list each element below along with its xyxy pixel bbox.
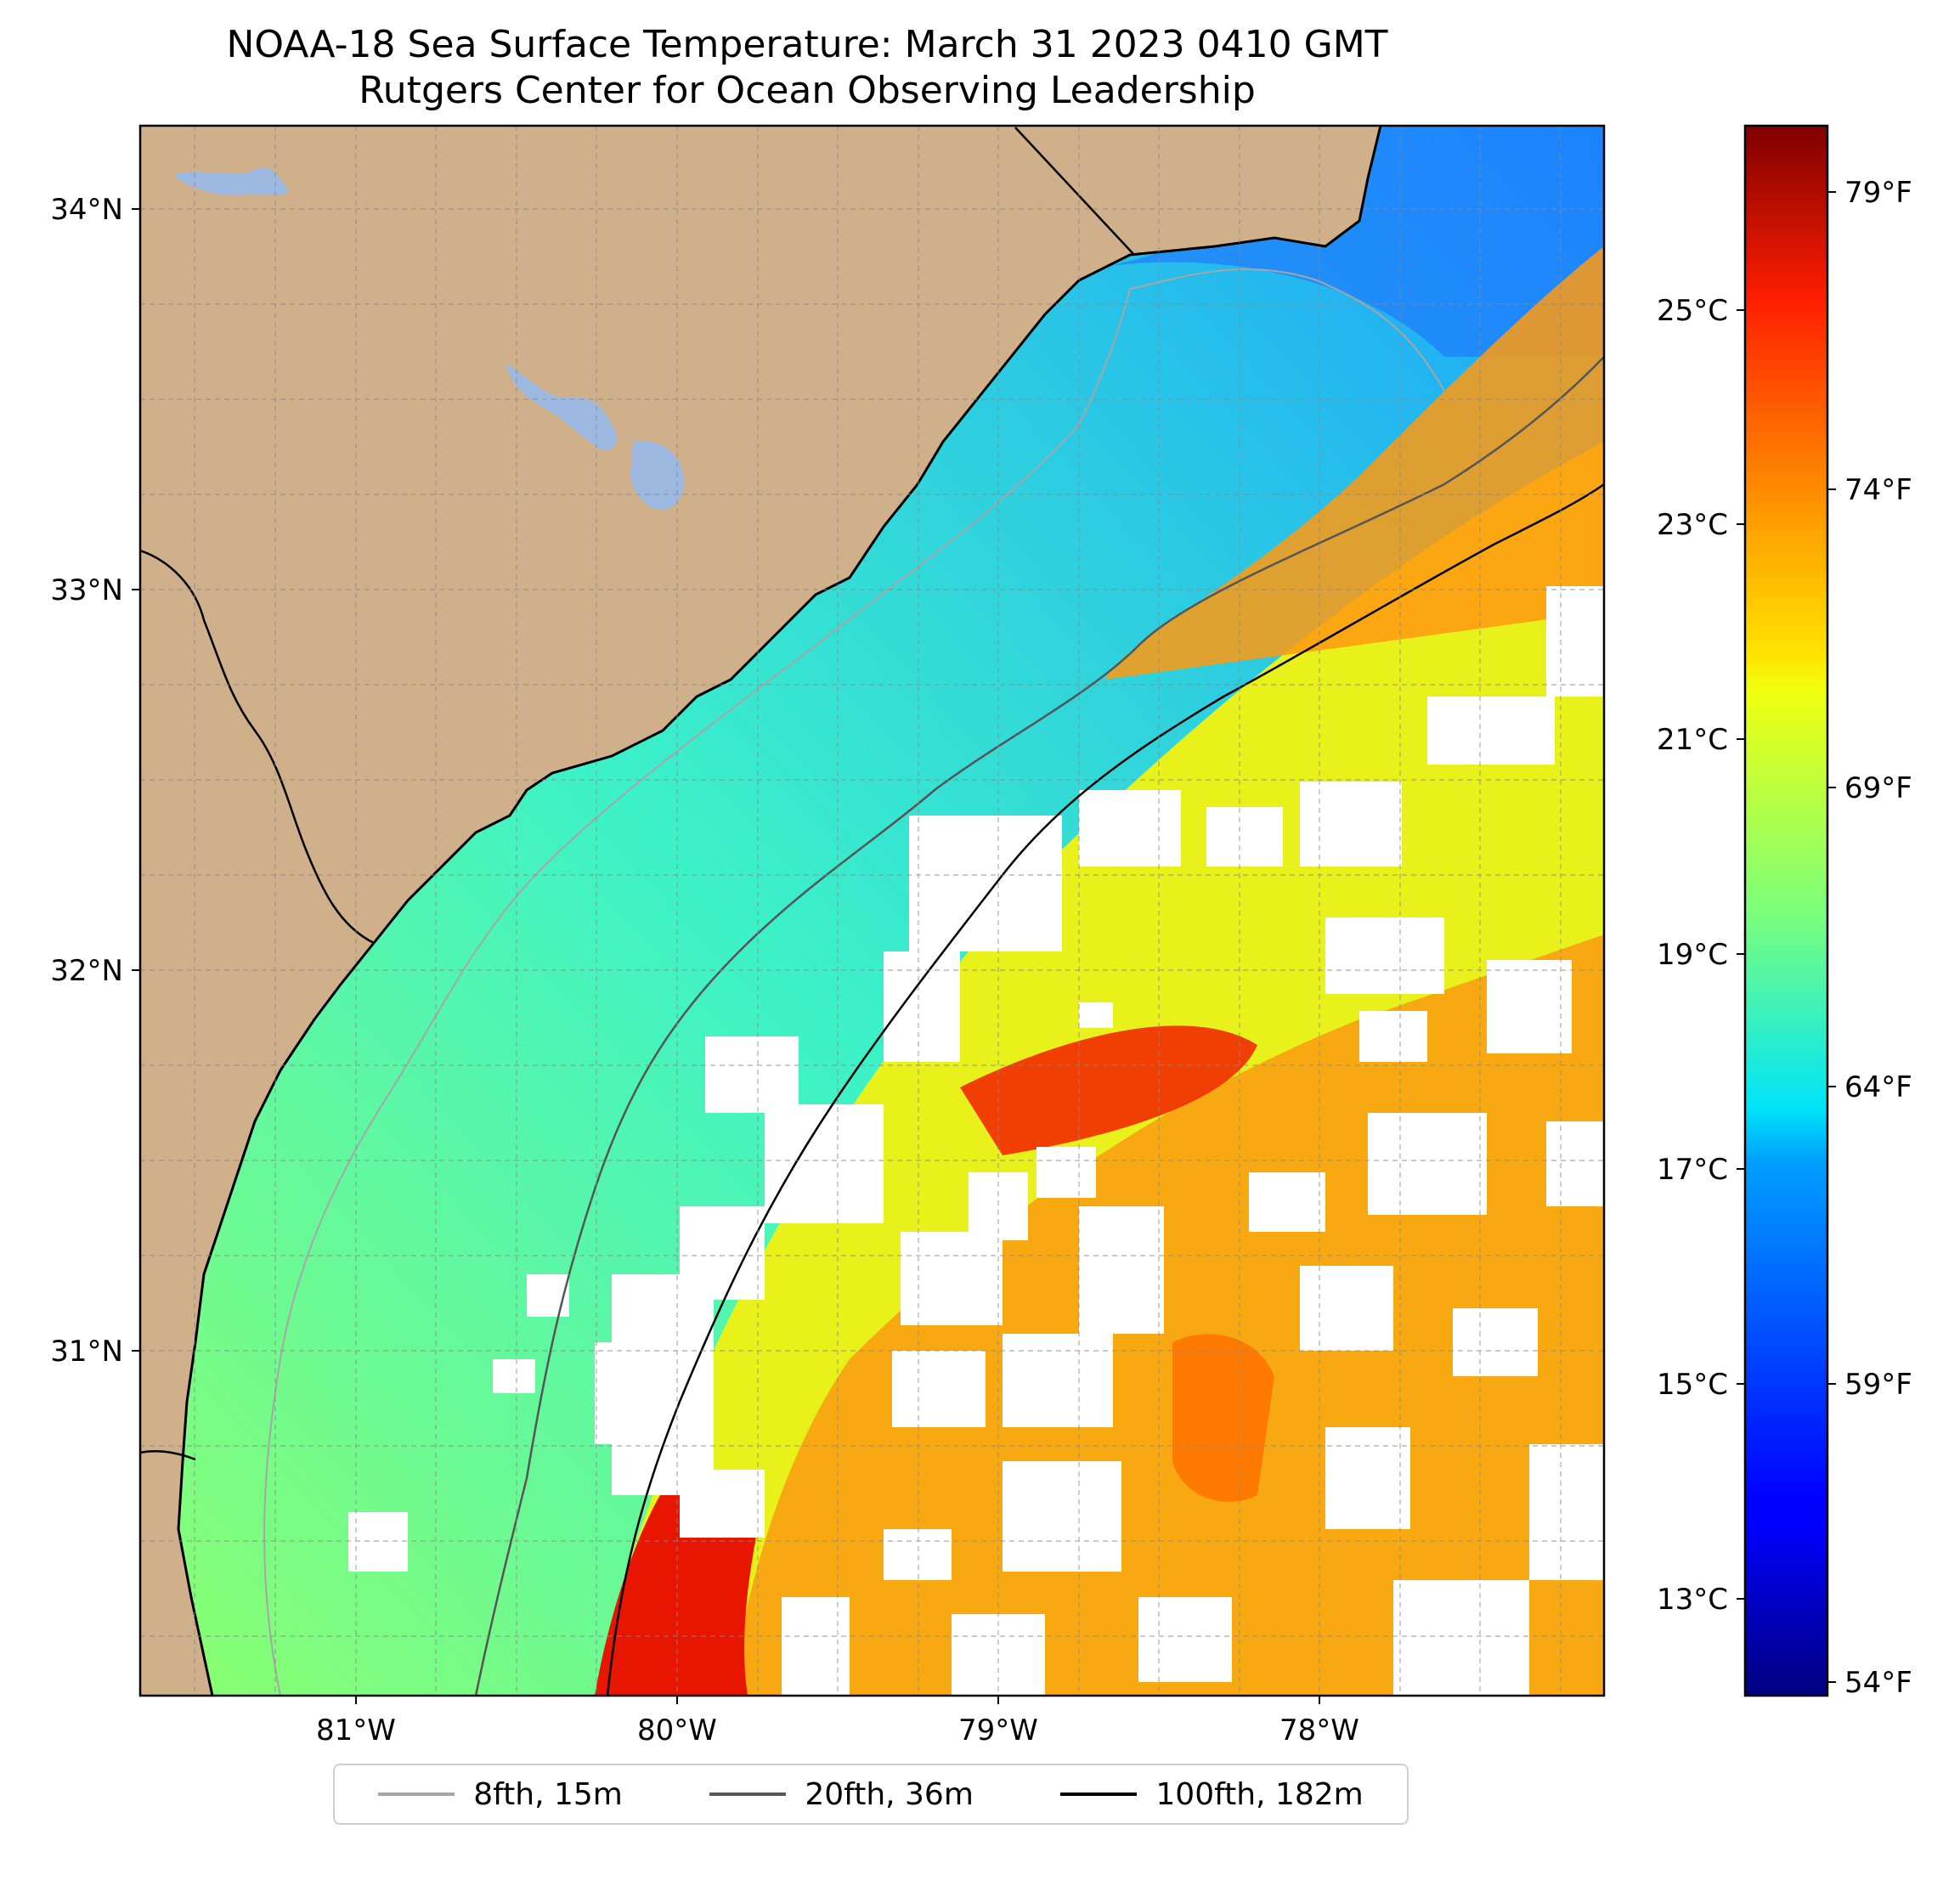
lat-label-33n: 33°N	[50, 573, 123, 607]
land-area	[140, 126, 1381, 1696]
map-subtitle: Rutgers Center for Ocean Observing Leade…	[359, 69, 1256, 112]
colorbar-label-17c: 17°C	[1657, 1153, 1728, 1187]
state-border-sc-ga	[140, 549, 375, 945]
colorbar-label-54f: 54°F	[1844, 1666, 1912, 1700]
isobath-100fth	[606, 483, 1604, 1696]
colorbar-label-23c: 23°C	[1657, 508, 1728, 542]
colorbar	[1743, 124, 1829, 1697]
colorbar-label-59f: 59°F	[1844, 1368, 1912, 1402]
warm-band-orange-north	[1104, 246, 1604, 680]
state-border-nc-sc	[1014, 127, 1135, 256]
colorbar-label-64f: 64°F	[1844, 1070, 1912, 1104]
lake-north	[177, 167, 289, 196]
legend-swatch-100fth	[1060, 1792, 1138, 1796]
warm-patch	[1172, 1334, 1274, 1502]
lake-moultrie	[630, 440, 684, 510]
isobath-8fth	[263, 268, 1445, 1696]
gridlines	[140, 126, 1604, 1696]
lat-ticks	[132, 208, 140, 1352]
map-frame	[138, 124, 1606, 1697]
cloud-mask	[348, 586, 1604, 1696]
isobath-20fth	[474, 356, 1604, 1696]
legend-label-8fth: 8fth, 15m	[473, 1776, 623, 1812]
sst-field	[140, 126, 1604, 1696]
lon-label-78w: 78°W	[1279, 1713, 1359, 1747]
colorbar-label-19c: 19°C	[1657, 938, 1728, 972]
isobath-legend: 8fth, 15m 20fth, 36m 100fth, 182m	[333, 1764, 1409, 1825]
lake-marion	[506, 364, 618, 451]
legend-label-100fth: 100fth, 182m	[1155, 1776, 1364, 1812]
legend-item-20fth: 20fth, 36m	[709, 1777, 974, 1812]
lon-ticks	[355, 1696, 1320, 1704]
legend-item-8fth: 8fth, 15m	[378, 1777, 623, 1812]
legend-label-20fth: 20fth, 36m	[805, 1776, 974, 1812]
map-title: NOAA-18 Sea Surface Temperature: March 3…	[226, 23, 1388, 66]
state-border-ga-fl	[140, 1450, 196, 1461]
legend-swatch-8fth	[378, 1792, 455, 1796]
lon-label-80w: 80°W	[637, 1713, 717, 1747]
colorbar-label-13c: 13°C	[1657, 1583, 1728, 1617]
lon-label-81w: 81°W	[316, 1713, 396, 1747]
colorbar-label-69f: 69°F	[1844, 771, 1912, 805]
lakes	[177, 167, 684, 510]
legend-item-100fth: 100fth, 182m	[1060, 1776, 1364, 1812]
colorbar-label-15c: 15°C	[1657, 1368, 1728, 1402]
lat-label-32n: 32°N	[50, 954, 123, 988]
colorbar-label-74f: 74°F	[1844, 473, 1912, 507]
colorbar-fahrenheit-ticks	[1827, 191, 1836, 1683]
colorbar-celsius-ticks	[1737, 309, 1745, 1600]
lat-label-34n: 34°N	[50, 193, 123, 227]
colorbar-label-79f: 79°F	[1844, 176, 1912, 210]
lat-label-31n: 31°N	[50, 1335, 123, 1369]
coastline	[177, 126, 1382, 1696]
legend-swatch-20fth	[709, 1792, 787, 1796]
lon-label-79w: 79°W	[958, 1713, 1038, 1747]
colorbar-label-21c: 21°C	[1657, 723, 1728, 757]
warm-eddy	[960, 1025, 1257, 1155]
colorbar-label-25c: 25°C	[1657, 294, 1728, 328]
